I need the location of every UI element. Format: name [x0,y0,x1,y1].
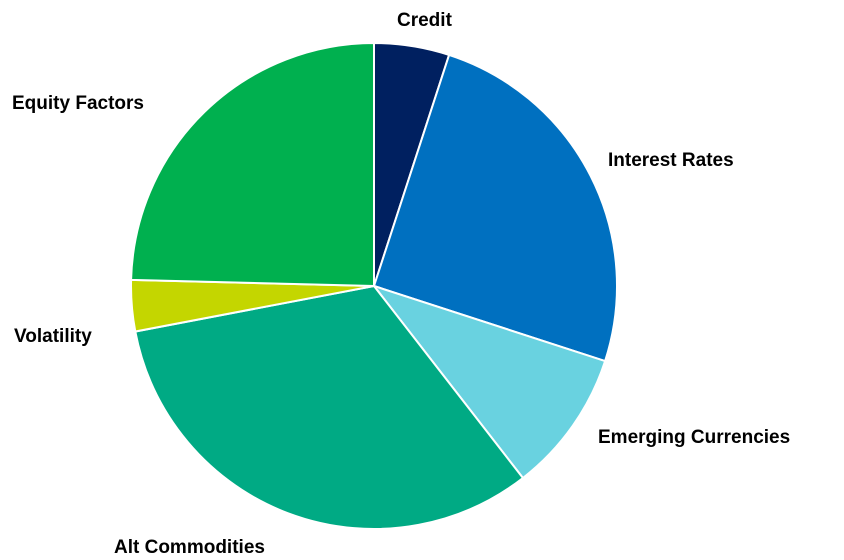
slice-label-equity-factors: Equity Factors [12,93,144,114]
pie-slice-interest-rates [372,53,619,363]
slice-label-emerging-currencies: Emerging Currencies [598,427,790,448]
slice-label-volatility: Volatility [14,326,92,347]
pie-slice-equity-factors [130,41,375,288]
slice-label-interest-rates: Interest Rates [608,150,734,171]
pie-slices [130,41,619,530]
pie-slice-alt-commodities [134,284,525,530]
pie-slice-emerging-currencies [371,284,607,480]
slice-label-alt-commodities: Alt Commodities [114,537,265,558]
slice-label-credit: Credit [397,10,453,31]
